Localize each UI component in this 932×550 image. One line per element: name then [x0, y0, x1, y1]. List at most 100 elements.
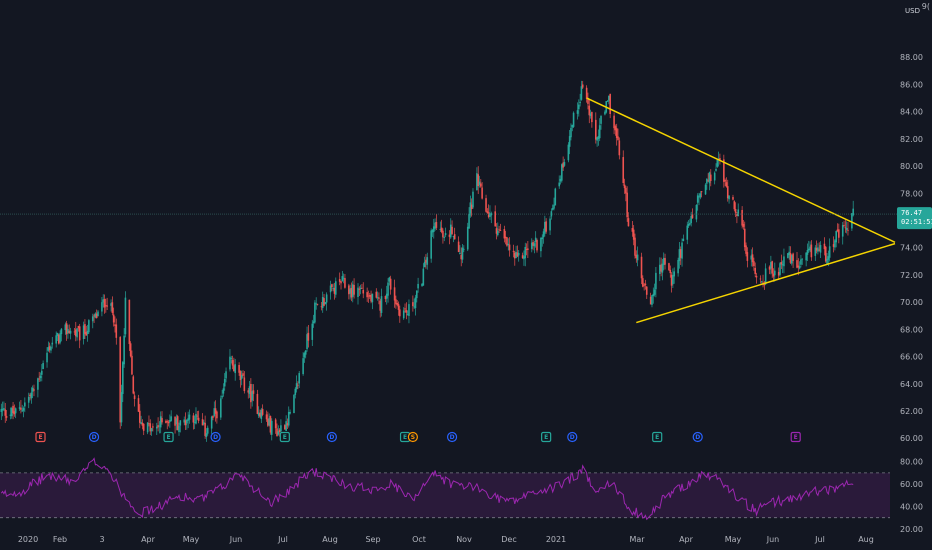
candle-body — [286, 423, 289, 426]
candle-body — [132, 376, 135, 394]
candle-body — [819, 245, 822, 253]
event-marker-earnings[interactable]: E — [163, 431, 174, 443]
candle-body — [460, 255, 463, 260]
candle-body — [30, 392, 33, 399]
candle-body — [50, 346, 52, 351]
event-marker-dividend[interactable]: D — [210, 431, 221, 443]
candle-body — [448, 234, 451, 237]
candle-body — [585, 87, 588, 99]
candle-body — [82, 325, 85, 340]
candle-body — [95, 313, 98, 319]
event-marker-earnings[interactable]: E — [279, 431, 290, 443]
candle-body — [367, 295, 370, 297]
event-marker-dividend[interactable]: D — [446, 431, 458, 443]
candle-body — [572, 112, 575, 127]
candle-body — [378, 297, 380, 299]
candle-body — [20, 407, 22, 410]
candle-body — [678, 249, 681, 262]
candle-body — [0, 408, 3, 412]
candle-body — [737, 209, 740, 217]
candle-body — [443, 237, 446, 238]
event-marker-dividend[interactable]: D — [567, 431, 578, 443]
trendlines — [0, 97, 897, 324]
candle-body — [140, 422, 142, 425]
event-marker-earnings[interactable]: E — [399, 431, 411, 443]
candle-body — [781, 264, 784, 266]
currency-label[interactable]: USD — [905, 7, 920, 15]
candle-body — [47, 347, 50, 351]
candle-body — [498, 228, 500, 230]
candle-body — [129, 343, 132, 357]
candle-body — [187, 418, 189, 421]
candle-body — [248, 386, 251, 394]
candle-body — [801, 258, 804, 260]
event-label: D — [213, 434, 218, 441]
candle-body — [368, 295, 371, 297]
candle-body — [587, 98, 589, 104]
candle-body — [594, 119, 597, 140]
candle-body — [348, 285, 350, 295]
event-marker-dividend[interactable]: D — [88, 431, 100, 443]
event-label: D — [450, 434, 455, 441]
time-tick-label: Dec — [501, 535, 516, 544]
price-tick-label: 88.00 — [900, 53, 923, 62]
candle-body — [396, 302, 398, 305]
candle-body — [12, 405, 14, 414]
candle-body — [670, 274, 673, 286]
trendline-2[interactable] — [636, 242, 896, 324]
candle-body — [489, 213, 491, 218]
candle-body — [818, 249, 821, 251]
candle-body — [370, 294, 372, 302]
candle-body — [589, 113, 592, 116]
candle-body — [267, 418, 269, 426]
event-marker-dividend[interactable]: D — [326, 431, 337, 443]
event-marker-earnings-past[interactable]: E — [35, 431, 46, 443]
rsi-tick-label: 20.00 — [900, 525, 923, 534]
candle-body — [358, 288, 361, 290]
candle-body — [137, 398, 140, 412]
candle-body — [759, 278, 762, 280]
candle-body — [798, 266, 801, 269]
time-tick-label: Jun — [229, 535, 243, 544]
candle-body — [806, 249, 809, 255]
candle-body — [29, 394, 31, 397]
event-label: D — [329, 434, 334, 441]
event-marker-earnings-future[interactable]: E — [790, 431, 801, 443]
candle-body — [94, 313, 97, 318]
candle-body — [515, 251, 517, 259]
candle-body — [426, 257, 429, 265]
candle-body — [561, 164, 563, 181]
event-marker-earnings[interactable]: E — [652, 431, 663, 443]
candle-body — [627, 218, 630, 227]
event-marker-split[interactable]: S — [407, 431, 418, 443]
candle-body — [65, 323, 68, 335]
candle-body — [487, 212, 490, 217]
candle-body — [174, 416, 176, 426]
time-tick-label: Aug — [858, 535, 874, 544]
candle-body — [617, 136, 619, 140]
time-tick-label: Nov — [456, 535, 472, 544]
candle-body — [845, 227, 848, 230]
candle-body — [31, 387, 34, 392]
candle-body — [42, 363, 44, 370]
candle-body — [334, 281, 337, 295]
candle-body — [175, 418, 178, 425]
candle-body — [155, 426, 158, 429]
candle-body — [598, 125, 601, 139]
candle-body — [691, 214, 694, 219]
candle-body — [600, 116, 602, 124]
event-label: E — [544, 434, 548, 441]
price-tick-label: 72.00 — [900, 271, 923, 280]
candle-body — [18, 407, 21, 409]
candle-body — [366, 292, 368, 298]
event-marker-earnings[interactable]: E — [541, 431, 552, 443]
price-tick-label: 62.00 — [900, 407, 923, 416]
trendline-1[interactable] — [586, 97, 896, 243]
event-marker-dividend[interactable]: D — [692, 431, 703, 443]
candle-body — [736, 213, 738, 216]
price-tick-label: 64.00 — [900, 380, 923, 389]
candle-body — [805, 252, 807, 261]
candle-body — [626, 192, 628, 218]
candle-body — [371, 293, 374, 303]
